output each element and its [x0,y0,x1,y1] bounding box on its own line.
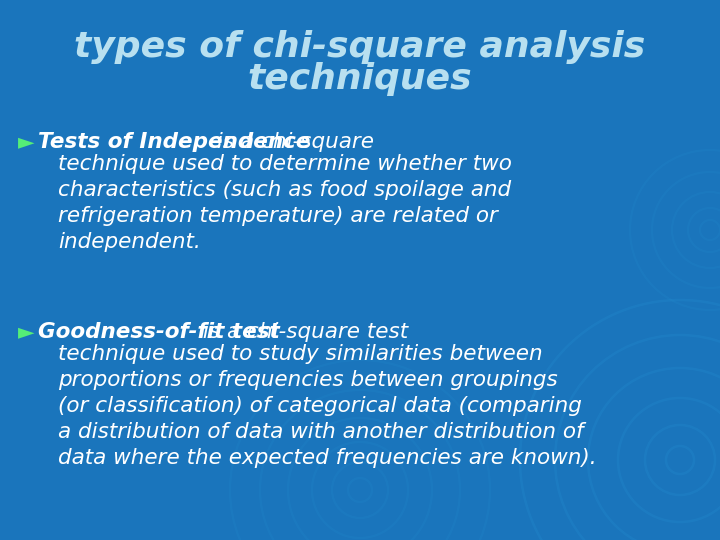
Text: ►: ► [18,322,35,342]
Text: technique used to determine whether two
characteristics (such as food spoilage a: technique used to determine whether two … [58,154,512,252]
Text: is a chi-square: is a chi-square [210,132,374,152]
Text: types of chi-square analysis: types of chi-square analysis [74,30,646,64]
Text: ►: ► [18,132,35,152]
Text: techniques: techniques [248,62,472,96]
Text: is a chi-square test: is a chi-square test [196,322,408,342]
Text: Tests of Independence: Tests of Independence [38,132,310,152]
Text: Goodness-of-fit test: Goodness-of-fit test [38,322,280,342]
Text: technique used to study similarities between
proportions or frequencies between : technique used to study similarities bet… [58,344,597,468]
